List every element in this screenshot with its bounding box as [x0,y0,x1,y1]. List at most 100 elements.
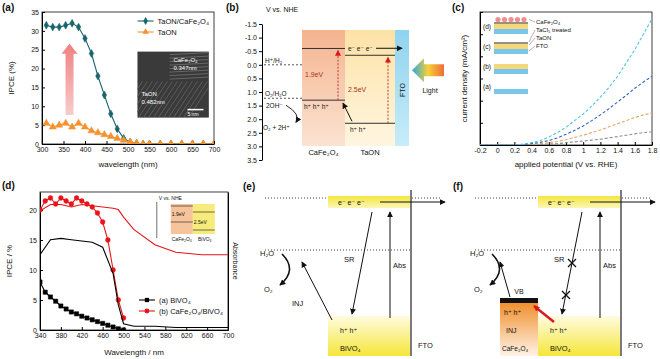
tick-label: 1.4 [613,147,623,154]
x-axis: -0.200.20.40.60.811.21.41.61.8 [474,142,657,154]
axis-title: V vs. NHE [266,6,299,13]
recombination-arrow [352,212,372,314]
tem-inset: CaFe₂O₄0.347nmTaON0.482nm5 nm [113,52,212,118]
tick-mark [107,141,108,144]
marker [43,199,48,204]
oxygen-label: O₂ [474,285,483,294]
lattice-fringe [183,81,207,117]
layer-label: TaCl₅ treated [536,27,571,33]
tick-mark [144,327,145,330]
tick: 2.0 [247,116,262,123]
marker [49,123,56,129]
scheme: (f)FTOBiVO₄e⁻ e⁻ e⁻h⁺ h⁺AbsSRH₂OO₂VBh⁺ h… [453,181,655,356]
injection-arrow [500,262,510,297]
marker [69,123,76,129]
tick-mark [259,38,262,39]
tick: -1.0 [245,34,262,41]
tick: 1.8 [648,142,658,154]
marker [101,130,108,136]
axis-line [41,330,229,331]
water-label: H₂O [260,249,274,258]
tick-label: 25 [31,46,39,53]
treated-layer [494,42,528,44]
tick-label: -0.5 [245,48,257,55]
tick-label: 0.4 [527,147,537,154]
marker [107,132,114,138]
legend-marker [145,298,149,302]
injection-label: INJ [292,299,304,308]
lattice-fringe [170,53,209,55]
lattice-fringe [163,81,187,117]
y-axis: 05101520253035 [31,9,45,148]
tick: 1.2 [596,142,606,154]
marker [90,318,94,322]
series-line [40,198,124,318]
cafe2o4-particle [495,17,500,22]
y-axis [480,13,483,146]
semiconductor-label: BiVO₄ [550,344,571,353]
electrons: e⁻ e⁻ e⁻ [338,199,365,206]
tick-label: 10 [29,267,37,274]
tick-label: 2.0 [247,116,257,123]
series-label: (a) [483,83,491,91]
tick-mark [103,327,104,330]
marker [74,312,78,316]
tick-mark [259,65,262,66]
marker [139,140,146,144]
marker [56,121,63,127]
plot-area [480,19,652,145]
tick-mark [85,141,86,144]
marker [64,307,68,311]
marker [76,23,81,31]
tick [480,101,483,102]
tick-mark [480,34,483,35]
tick-mark [259,78,262,79]
series-label: (b) [483,63,491,71]
chart: -0.200.20.40.60.811.21.41.61.8(c)applied… [452,2,657,169]
legend-entry: (b) CaFe₂O₄/BiVO₄ [139,307,223,316]
layer [193,204,215,234]
marker [89,50,94,58]
band-gap: 1.9eV [305,71,324,78]
axis-line [43,144,215,145]
series-line [46,23,214,144]
tick: 1.0 [247,89,262,96]
product: O₂ + 2H⁺ [263,124,290,131]
tick-mark [42,31,45,32]
marker [43,290,47,294]
cafe2o4-particle [515,17,520,22]
legend-label: TaON [158,28,177,37]
cocatalyst-layer [500,300,538,356]
recombination-arrow [562,212,582,314]
legend-marker [143,17,148,25]
marker [106,323,110,327]
tick [480,34,483,35]
marker [102,91,107,99]
electron-arrow [376,48,402,49]
panel-label: (d) [2,180,15,191]
lattice [137,53,208,118]
reaction-arrow [280,254,290,285]
valence-band [538,316,620,356]
leader-line [529,20,535,23]
tick: 1 [582,142,586,154]
holes: h⁺ h⁺ [350,126,366,133]
blocked-mark [562,291,570,299]
absorption-label: Abs [603,261,616,270]
lattice-fringe [170,74,209,76]
inset-label: 5 nm [187,111,198,117]
tick: 0.5 [247,75,262,82]
marker [109,110,114,118]
y-title: current density (mA/cm²) [460,34,469,122]
tick: 1.5 [247,102,262,109]
chart: 3003504004505005506006507000510152025303… [2,2,220,169]
fto-layer [494,69,528,74]
tick: 0.2 [510,142,520,154]
tick: 10 [29,267,43,274]
valence-band [193,230,215,231]
injection-label: INJ [506,327,517,334]
oxygen-label: O₂ [264,285,273,294]
tick-mark [549,142,550,145]
marker [115,125,120,133]
scheme: (e)FTOBiVO₄e⁻ e⁻ e⁻h⁺ h⁺AbsSRH₂OO₂INJ [243,181,445,356]
